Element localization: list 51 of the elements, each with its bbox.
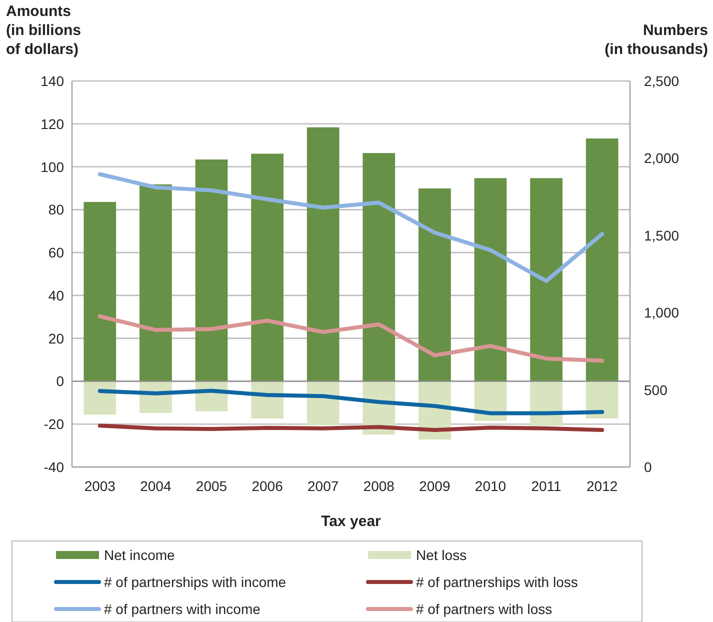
y-axis-title: Amounts (in billions of dollars) xyxy=(6,3,81,58)
y2-axis-title: Numbers (in thousands) xyxy=(604,22,708,58)
legend-label: # of partnerships with income xyxy=(104,574,286,590)
y-tick-label: -20 xyxy=(44,416,64,432)
x-tick-label: 2008 xyxy=(363,478,395,494)
y2-tick-label: 2,000 xyxy=(644,150,680,166)
line-series xyxy=(98,172,604,283)
y-tick-label: 40 xyxy=(48,287,64,304)
line-series xyxy=(98,314,604,363)
legend-label: Net loss xyxy=(416,547,467,563)
y2-tick-label: 1,000 xyxy=(644,304,680,321)
bar xyxy=(586,138,618,382)
x-tick-label: 2003 xyxy=(84,478,116,494)
bar xyxy=(418,188,451,382)
x-tick-label: 2011 xyxy=(531,478,562,494)
x-tick-label: 2007 xyxy=(308,478,339,494)
y-tick-label: -40 xyxy=(44,459,64,475)
y2-tick-label: 1,500 xyxy=(644,227,680,244)
bar xyxy=(84,202,116,382)
legend-label: Net income xyxy=(104,547,176,563)
legend-label: # of partners with income xyxy=(104,601,261,617)
x-axis-title: Tax year xyxy=(321,513,382,530)
bar xyxy=(530,178,562,382)
bar xyxy=(84,381,116,415)
bar xyxy=(140,184,172,382)
bar xyxy=(362,153,396,382)
x-tick-label: 2005 xyxy=(196,478,228,494)
y-tick-label: 80 xyxy=(48,202,64,218)
y-tick-label: 100 xyxy=(40,158,64,175)
legend-label: # of partners with loss xyxy=(416,601,552,617)
y2-tick-label: 0 xyxy=(644,459,652,475)
x-tick-label: 2010 xyxy=(474,478,506,494)
bar xyxy=(251,154,284,382)
y2-tick-label: 2,500 xyxy=(644,73,680,89)
y-tick-label: 140 xyxy=(40,73,64,89)
y2-tick-label: 500 xyxy=(644,382,668,398)
y-tick-label: 20 xyxy=(48,330,64,346)
bar xyxy=(530,381,562,426)
y-tick-label: 0 xyxy=(56,373,64,390)
bar xyxy=(195,159,228,382)
y-tick-label: 60 xyxy=(48,244,64,261)
legend-label: # of partnerships with loss xyxy=(416,574,578,590)
line-series xyxy=(98,388,604,416)
bar xyxy=(586,381,618,419)
x-tick-label: 2009 xyxy=(419,478,450,494)
y-tick-label: 120 xyxy=(40,116,64,132)
bar xyxy=(474,178,507,382)
x-tick-label: 2006 xyxy=(252,478,284,494)
x-tick-label: 2012 xyxy=(586,478,618,494)
x-tick-label: 2004 xyxy=(140,478,172,494)
bar xyxy=(306,127,340,382)
